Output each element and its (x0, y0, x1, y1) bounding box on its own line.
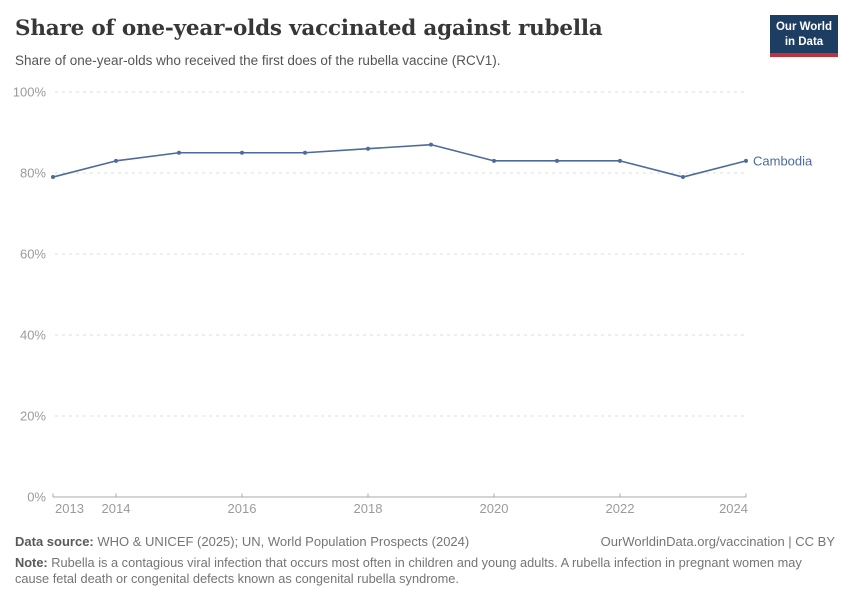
data-point[interactable] (555, 158, 559, 163)
data-point[interactable] (303, 150, 307, 155)
owid-logo-line2: in Data (784, 35, 824, 48)
x-axis-tick-label: 2014 (102, 501, 131, 516)
x-axis-tick-label: 2020 (480, 501, 509, 516)
data-point[interactable] (618, 158, 622, 163)
x-axis-tick-label: 2024 (719, 501, 748, 516)
series-label[interactable]: Cambodia (753, 153, 813, 168)
data-point[interactable] (177, 150, 181, 155)
chart-note: Note: Rubella is a contagious viral infe… (15, 555, 819, 586)
data-point[interactable] (240, 150, 244, 155)
data-point[interactable] (51, 175, 55, 180)
x-axis-tick-label: 2022 (606, 501, 635, 516)
data-point[interactable] (366, 146, 370, 151)
x-axis-tick-label: 2018 (354, 501, 383, 516)
data-point[interactable] (429, 142, 433, 147)
owid-logo-line1: Our World (775, 21, 832, 33)
chart-note-text: Rubella is a contagious viral infection … (15, 555, 802, 586)
owid-logo[interactable]: Our World in Data (770, 15, 838, 58)
data-point[interactable] (681, 175, 685, 180)
page-title: Share of one-year-olds vaccinated agains… (15, 16, 603, 41)
y-axis-tick-label: 0% (27, 490, 46, 505)
y-axis-tick-label: 80% (20, 166, 46, 181)
attribution-link[interactable]: OurWorldinData.org/vaccination | CC BY (600, 534, 835, 549)
data-point[interactable] (744, 158, 748, 163)
y-axis-tick-label: 100% (13, 85, 47, 100)
x-axis-tick-label: 2013 (55, 501, 84, 516)
chart-subtitle: Share of one-year-olds who received the … (15, 53, 501, 68)
data-point[interactable] (492, 158, 496, 163)
data-source-label: Data source: (15, 534, 94, 549)
data-source: Data source: WHO & UNICEF (2025); UN, Wo… (15, 534, 469, 549)
y-axis-tick-label: 60% (20, 247, 46, 262)
series-line (52, 143, 747, 178)
x-axis-tick-label: 2016 (228, 501, 257, 516)
y-axis-tick-label: 20% (20, 409, 46, 424)
data-source-text: WHO & UNICEF (2025); UN, World Populatio… (97, 534, 470, 549)
chart-note-label: Note: (15, 555, 48, 570)
data-point[interactable] (114, 158, 118, 163)
y-axis-tick-label: 40% (20, 328, 46, 343)
